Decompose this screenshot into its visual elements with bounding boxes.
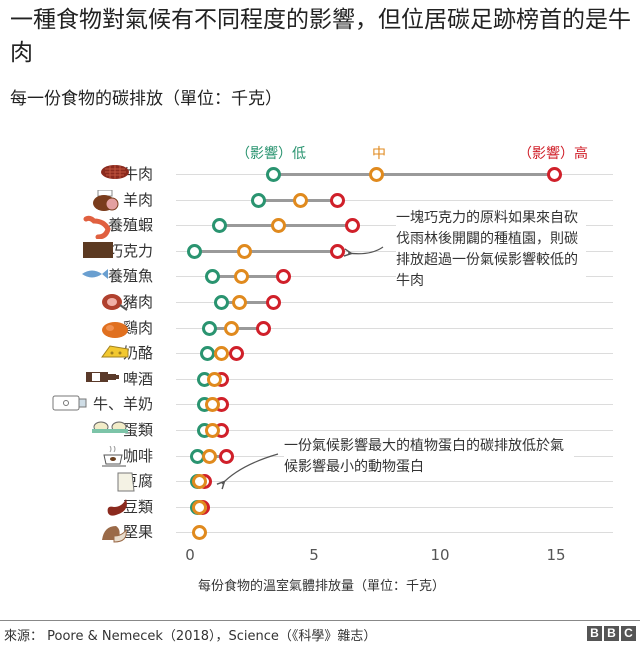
data-point-low bbox=[199, 346, 215, 362]
gridline bbox=[176, 250, 613, 252]
row-label: 咖啡 bbox=[122, 446, 153, 465]
data-point-mid bbox=[234, 269, 250, 285]
data-point-mid bbox=[192, 474, 208, 490]
x-tick-5: 5 bbox=[309, 546, 319, 564]
food-icon bbox=[100, 292, 128, 316]
row-label: 蛋類 bbox=[122, 421, 153, 439]
gridline bbox=[176, 378, 613, 380]
data-point-mid bbox=[224, 320, 240, 336]
dumbbell-chart: 牛肉 羊肉 養殖蝦 巧克力 養殖魚 豬肉 鷄肉 奶酪 啤酒 牛、羊奶 蛋類 咖啡 豆腐 豆類 堅果 bbox=[52, 164, 613, 548]
data-point-low bbox=[266, 167, 282, 182]
gridline bbox=[176, 404, 613, 406]
food-icon bbox=[100, 445, 128, 472]
food-icon bbox=[82, 215, 112, 243]
food-icon bbox=[100, 164, 130, 184]
x-tick-0: 0 bbox=[185, 546, 195, 564]
data-point-mid bbox=[369, 167, 385, 182]
row-label: 養殖魚 bbox=[107, 267, 153, 286]
gridline bbox=[176, 199, 613, 201]
row-label: 牛肉 bbox=[122, 165, 153, 183]
data-point-mid bbox=[204, 423, 220, 438]
food-icon bbox=[86, 369, 120, 388]
annotation-chocolate: 一塊巧克力的原料如果來自砍伐雨林後開闢的種植園，則碳排放超過一份氣候影響較低的牛… bbox=[396, 208, 586, 292]
gridline bbox=[176, 506, 613, 508]
data-point-high bbox=[219, 448, 235, 464]
row-label: 堅果 bbox=[122, 523, 153, 542]
gridline bbox=[176, 276, 613, 278]
data-point-mid bbox=[231, 295, 247, 310]
bbc-logo-b1: B bbox=[587, 626, 602, 641]
data-point-high bbox=[330, 243, 346, 259]
gridline bbox=[176, 353, 613, 355]
data-point-low bbox=[202, 320, 218, 336]
source-text: 來源： Poore & Nemecek（2018），Science（《科學》雜志… bbox=[4, 629, 377, 644]
bbc-logo-b2: B bbox=[604, 626, 619, 641]
data-point-high bbox=[330, 192, 346, 208]
chart-title: 一種食物對氣候有不同程度的影響，但位居碳足跡榜首的是牛肉 bbox=[10, 7, 631, 66]
row-label: 奶酪 bbox=[122, 344, 153, 363]
data-point-high bbox=[256, 320, 272, 336]
range-line bbox=[273, 173, 555, 176]
row-label: 豆類 bbox=[122, 497, 153, 516]
gridline bbox=[176, 481, 613, 483]
data-point-low bbox=[204, 269, 220, 285]
row-label: 養殖蝦 bbox=[107, 216, 153, 235]
data-point-mid bbox=[202, 448, 218, 464]
range-line bbox=[221, 301, 274, 304]
bbc-logo-c: C bbox=[621, 626, 636, 641]
row-label: 豬肉 bbox=[122, 293, 153, 311]
annotation-tofu: 一份氣候影響最大的植物蛋白的碳排放低於氣候影響最小的動物蛋白 bbox=[284, 436, 574, 478]
data-point-low bbox=[214, 295, 230, 310]
gridline bbox=[176, 327, 613, 329]
legend-low: （影響）低 bbox=[236, 146, 306, 162]
footer-divider bbox=[0, 620, 640, 621]
data-point-mid bbox=[293, 192, 309, 208]
data-point-high bbox=[266, 295, 282, 310]
x-tick-15: 15 bbox=[546, 546, 566, 564]
data-point-high bbox=[344, 218, 360, 234]
food-icon bbox=[52, 394, 88, 416]
data-point-mid bbox=[204, 397, 220, 413]
row-label: 牛、羊奶 bbox=[92, 395, 153, 414]
data-point-mid bbox=[192, 525, 208, 541]
bbc-logo: B B C bbox=[587, 626, 636, 641]
data-point-low bbox=[251, 192, 267, 208]
x-axis-label: 每份食物的溫室氣體排放量（單位：千克） bbox=[198, 579, 446, 594]
x-tick-10: 10 bbox=[430, 546, 450, 564]
food-icon bbox=[116, 471, 136, 497]
data-point-mid bbox=[207, 371, 223, 387]
legend-high: （影響）高 bbox=[518, 146, 588, 162]
food-icon bbox=[100, 522, 130, 548]
data-point-high bbox=[546, 167, 562, 182]
gridline bbox=[176, 225, 613, 227]
data-point-mid bbox=[271, 218, 287, 234]
row-label: 羊肉 bbox=[122, 190, 153, 209]
data-point-low bbox=[212, 218, 228, 234]
row-label: 啤酒 bbox=[122, 369, 153, 388]
food-icon bbox=[82, 241, 114, 263]
food-icon bbox=[80, 266, 110, 285]
food-icon bbox=[90, 189, 120, 216]
data-point-mid bbox=[192, 499, 208, 515]
data-point-mid bbox=[214, 346, 230, 362]
food-icon bbox=[100, 318, 130, 342]
gridline bbox=[176, 430, 613, 431]
row-label: 鷄肉 bbox=[122, 318, 153, 337]
data-point-high bbox=[229, 346, 245, 362]
data-point-mid bbox=[236, 243, 252, 259]
gridline bbox=[176, 532, 613, 534]
food-icon bbox=[104, 497, 130, 521]
legend-mid: 中 bbox=[372, 146, 386, 162]
data-point-low bbox=[187, 243, 203, 259]
row-label: 巧克力 bbox=[107, 241, 153, 260]
gridline bbox=[176, 302, 613, 303]
food-icon bbox=[92, 420, 128, 439]
chart-subtitle: 每一份食物的碳排放（單位：千克） bbox=[10, 89, 282, 109]
food-icon bbox=[100, 343, 130, 363]
range-line bbox=[194, 249, 338, 253]
data-point-high bbox=[275, 269, 291, 285]
